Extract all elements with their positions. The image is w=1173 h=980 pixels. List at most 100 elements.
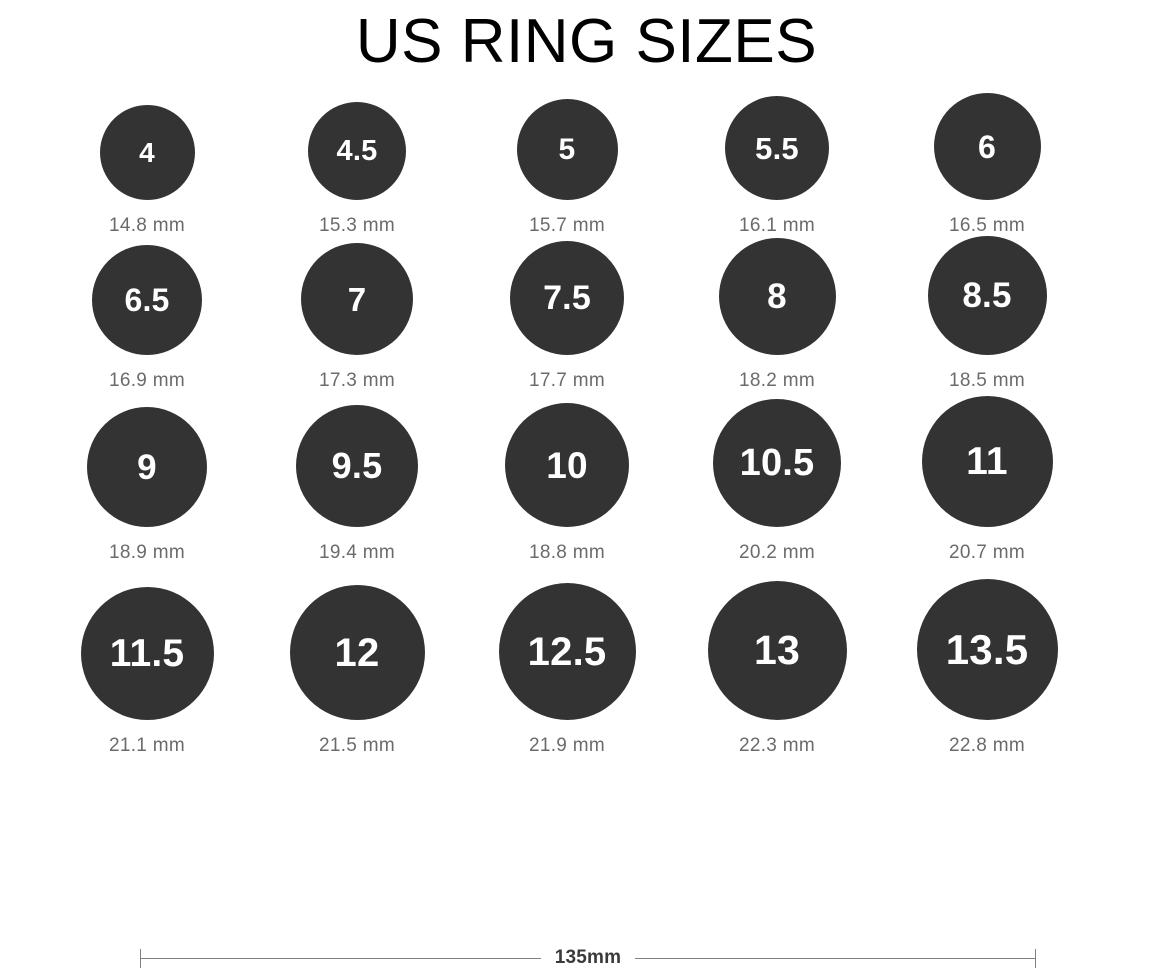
ring-size-value: 7.5 bbox=[543, 279, 591, 317]
ring-size-value: 6 bbox=[978, 128, 996, 165]
ring-size-circle[interactable]: 8.5 bbox=[927, 236, 1047, 355]
ring-diameter-label: 16.5 mm bbox=[948, 215, 1025, 236]
ring-size-cell[interactable]: 9.5 19.4 mm bbox=[252, 405, 462, 562]
ring-size-cell[interactable]: 11.5 21.1 mm bbox=[42, 587, 252, 755]
ring-size-value: 13 bbox=[753, 627, 800, 673]
ring-size-circle[interactable]: 5.5 bbox=[725, 96, 829, 200]
scale-left-cap-icon bbox=[140, 948, 141, 968]
ring-size-cell[interactable]: 10 18.8 mm bbox=[462, 403, 672, 562]
ring-size-cell[interactable]: 12 21.5 mm bbox=[252, 585, 462, 755]
ring-size-cell[interactable]: 6.5 16.9 mm bbox=[42, 245, 252, 390]
ring-size-cell[interactable]: 11 20.7 mm bbox=[882, 396, 1092, 562]
ring-diameter-label: 17.3 mm bbox=[318, 370, 395, 391]
circle-slot: 13.5 bbox=[916, 579, 1058, 720]
size-row: 11.5 21.1 mm 12 21.5 mm 12.5 21.9 mm 13 22.3 mm… bbox=[42, 562, 1132, 755]
ring-size-circle[interactable]: 10.5 bbox=[713, 399, 841, 527]
ring-size-value: 8 bbox=[767, 277, 787, 316]
ring-diameter-label: 18.2 mm bbox=[738, 370, 815, 391]
ring-diameter-label: 21.5 mm bbox=[318, 735, 395, 756]
circle-slot: 6 bbox=[933, 93, 1041, 200]
ring-size-cell[interactable]: 10.5 20.2 mm bbox=[672, 399, 882, 562]
ring-size-cell[interactable]: 7.5 17.7 mm bbox=[462, 241, 672, 390]
circle-slot: 8 bbox=[718, 238, 836, 355]
ring-size-value: 5 bbox=[558, 132, 576, 166]
ring-size-circle[interactable]: 8 bbox=[718, 238, 836, 355]
size-row: 6.5 16.9 mm 7 17.3 mm 7.5 17.7 mm 8 18.2 mm 8.5 1… bbox=[42, 235, 1132, 390]
ring-size-circle[interactable]: 12.5 bbox=[498, 583, 636, 720]
page-title: US RING SIZES bbox=[355, 7, 818, 76]
ring-size-cell[interactable]: 7 17.3 mm bbox=[252, 243, 462, 390]
ring-size-value: 11.5 bbox=[109, 632, 185, 675]
ring-size-circle[interactable]: 11 bbox=[921, 396, 1053, 527]
circle-slot: 12.5 bbox=[498, 583, 636, 720]
ring-diameter-label: 20.7 mm bbox=[948, 542, 1025, 563]
ring-size-circle[interactable]: 5 bbox=[516, 99, 618, 200]
size-row: 9 18.9 mm 9.5 19.4 mm 10 18.8 mm 10.5 20.2 mm 11… bbox=[42, 390, 1132, 562]
scale-line-left bbox=[141, 957, 541, 959]
ring-size-value: 12 bbox=[334, 630, 380, 675]
ring-size-circle[interactable]: 7.5 bbox=[510, 241, 624, 355]
circle-slot: 7.5 bbox=[510, 241, 624, 355]
ring-size-value: 13.5 bbox=[945, 625, 1029, 673]
ring-size-cell[interactable]: 13 22.3 mm bbox=[672, 581, 882, 755]
ring-size-value: 4.5 bbox=[336, 134, 378, 167]
ring-diameter-label: 22.8 mm bbox=[948, 735, 1025, 756]
ring-size-circle[interactable]: 13.5 bbox=[916, 579, 1058, 720]
ring-size-cell[interactable]: 5.5 16.1 mm bbox=[672, 96, 882, 235]
ring-diameter-label: 16.9 mm bbox=[108, 370, 185, 391]
ring-size-cell[interactable]: 5 15.7 mm bbox=[462, 99, 672, 235]
size-row: 4 14.8 mm 4.5 15.3 mm 5 15.7 mm 5.5 16.1 mm 6 16.… bbox=[42, 85, 1132, 235]
circle-slot: 10 bbox=[505, 403, 629, 527]
ring-size-value: 9 bbox=[137, 447, 157, 487]
ring-size-value: 5.5 bbox=[755, 130, 799, 166]
ring-size-value: 12.5 bbox=[527, 629, 607, 674]
ring-size-cell[interactable]: 9 18.9 mm bbox=[42, 407, 252, 562]
ring-size-cell[interactable]: 4.5 15.3 mm bbox=[252, 102, 462, 235]
ring-size-circle[interactable]: 13 bbox=[707, 581, 847, 720]
ring-size-circle[interactable]: 12 bbox=[289, 585, 425, 720]
ring-diameter-label: 21.1 mm bbox=[108, 735, 185, 756]
ring-size-value: 4 bbox=[139, 136, 155, 168]
ring-diameter-label: 15.3 mm bbox=[318, 215, 395, 236]
scale-bar: 135mm bbox=[140, 944, 1036, 972]
ring-diameter-label: 15.7 mm bbox=[528, 215, 605, 236]
ring-size-circle[interactable]: 11.5 bbox=[80, 587, 214, 720]
ring-size-value: 10.5 bbox=[739, 442, 815, 484]
ring-diameter-label: 14.8 mm bbox=[108, 215, 185, 236]
ring-size-circle[interactable]: 4.5 bbox=[308, 102, 406, 200]
ring-size-value: 7 bbox=[347, 280, 367, 318]
scale-label: 135mm bbox=[554, 946, 622, 968]
ring-size-cell[interactable]: 8 18.2 mm bbox=[672, 238, 882, 390]
ring-size-circle[interactable]: 4 bbox=[99, 105, 195, 200]
circle-slot: 12 bbox=[289, 585, 425, 720]
circle-slot: 6.5 bbox=[92, 245, 202, 355]
scale-line-right bbox=[635, 957, 1035, 959]
circle-slot: 13 bbox=[707, 581, 847, 720]
ring-size-value: 11 bbox=[966, 440, 1008, 483]
ring-size-circle[interactable]: 6 bbox=[933, 93, 1041, 200]
ring-size-circle[interactable]: 7 bbox=[301, 243, 413, 355]
circle-slot: 5.5 bbox=[725, 96, 829, 200]
ring-diameter-label: 19.4 mm bbox=[318, 542, 395, 563]
ring-size-circle[interactable]: 9.5 bbox=[296, 405, 418, 527]
ring-size-circle[interactable]: 9 bbox=[87, 407, 207, 527]
ring-diameter-label: 17.7 mm bbox=[528, 370, 605, 391]
ring-size-grid: 4 14.8 mm 4.5 15.3 mm 5 15.7 mm 5.5 16.1 mm 6 16.… bbox=[42, 85, 1132, 755]
ring-diameter-label: 18.5 mm bbox=[948, 370, 1025, 391]
ring-diameter-label: 20.2 mm bbox=[738, 542, 815, 563]
ring-diameter-label: 16.1 mm bbox=[738, 215, 815, 236]
ring-size-circle[interactable]: 10 bbox=[505, 403, 629, 527]
circle-slot: 9 bbox=[87, 407, 207, 527]
circle-slot: 5 bbox=[516, 99, 618, 200]
ring-diameter-label: 18.9 mm bbox=[108, 542, 185, 563]
ring-size-circle[interactable]: 6.5 bbox=[92, 245, 202, 355]
ring-size-cell[interactable]: 4 14.8 mm bbox=[42, 105, 252, 235]
ring-size-value: 8.5 bbox=[962, 276, 1012, 315]
ring-size-cell[interactable]: 6 16.5 mm bbox=[882, 93, 1092, 235]
ring-diameter-label: 18.8 mm bbox=[528, 542, 605, 563]
ring-size-cell[interactable]: 8.5 18.5 mm bbox=[882, 236, 1092, 390]
ring-size-cell[interactable]: 12.5 21.9 mm bbox=[462, 583, 672, 755]
ring-size-cell[interactable]: 13.5 22.8 mm bbox=[882, 579, 1092, 755]
ring-diameter-label: 22.3 mm bbox=[738, 735, 815, 756]
